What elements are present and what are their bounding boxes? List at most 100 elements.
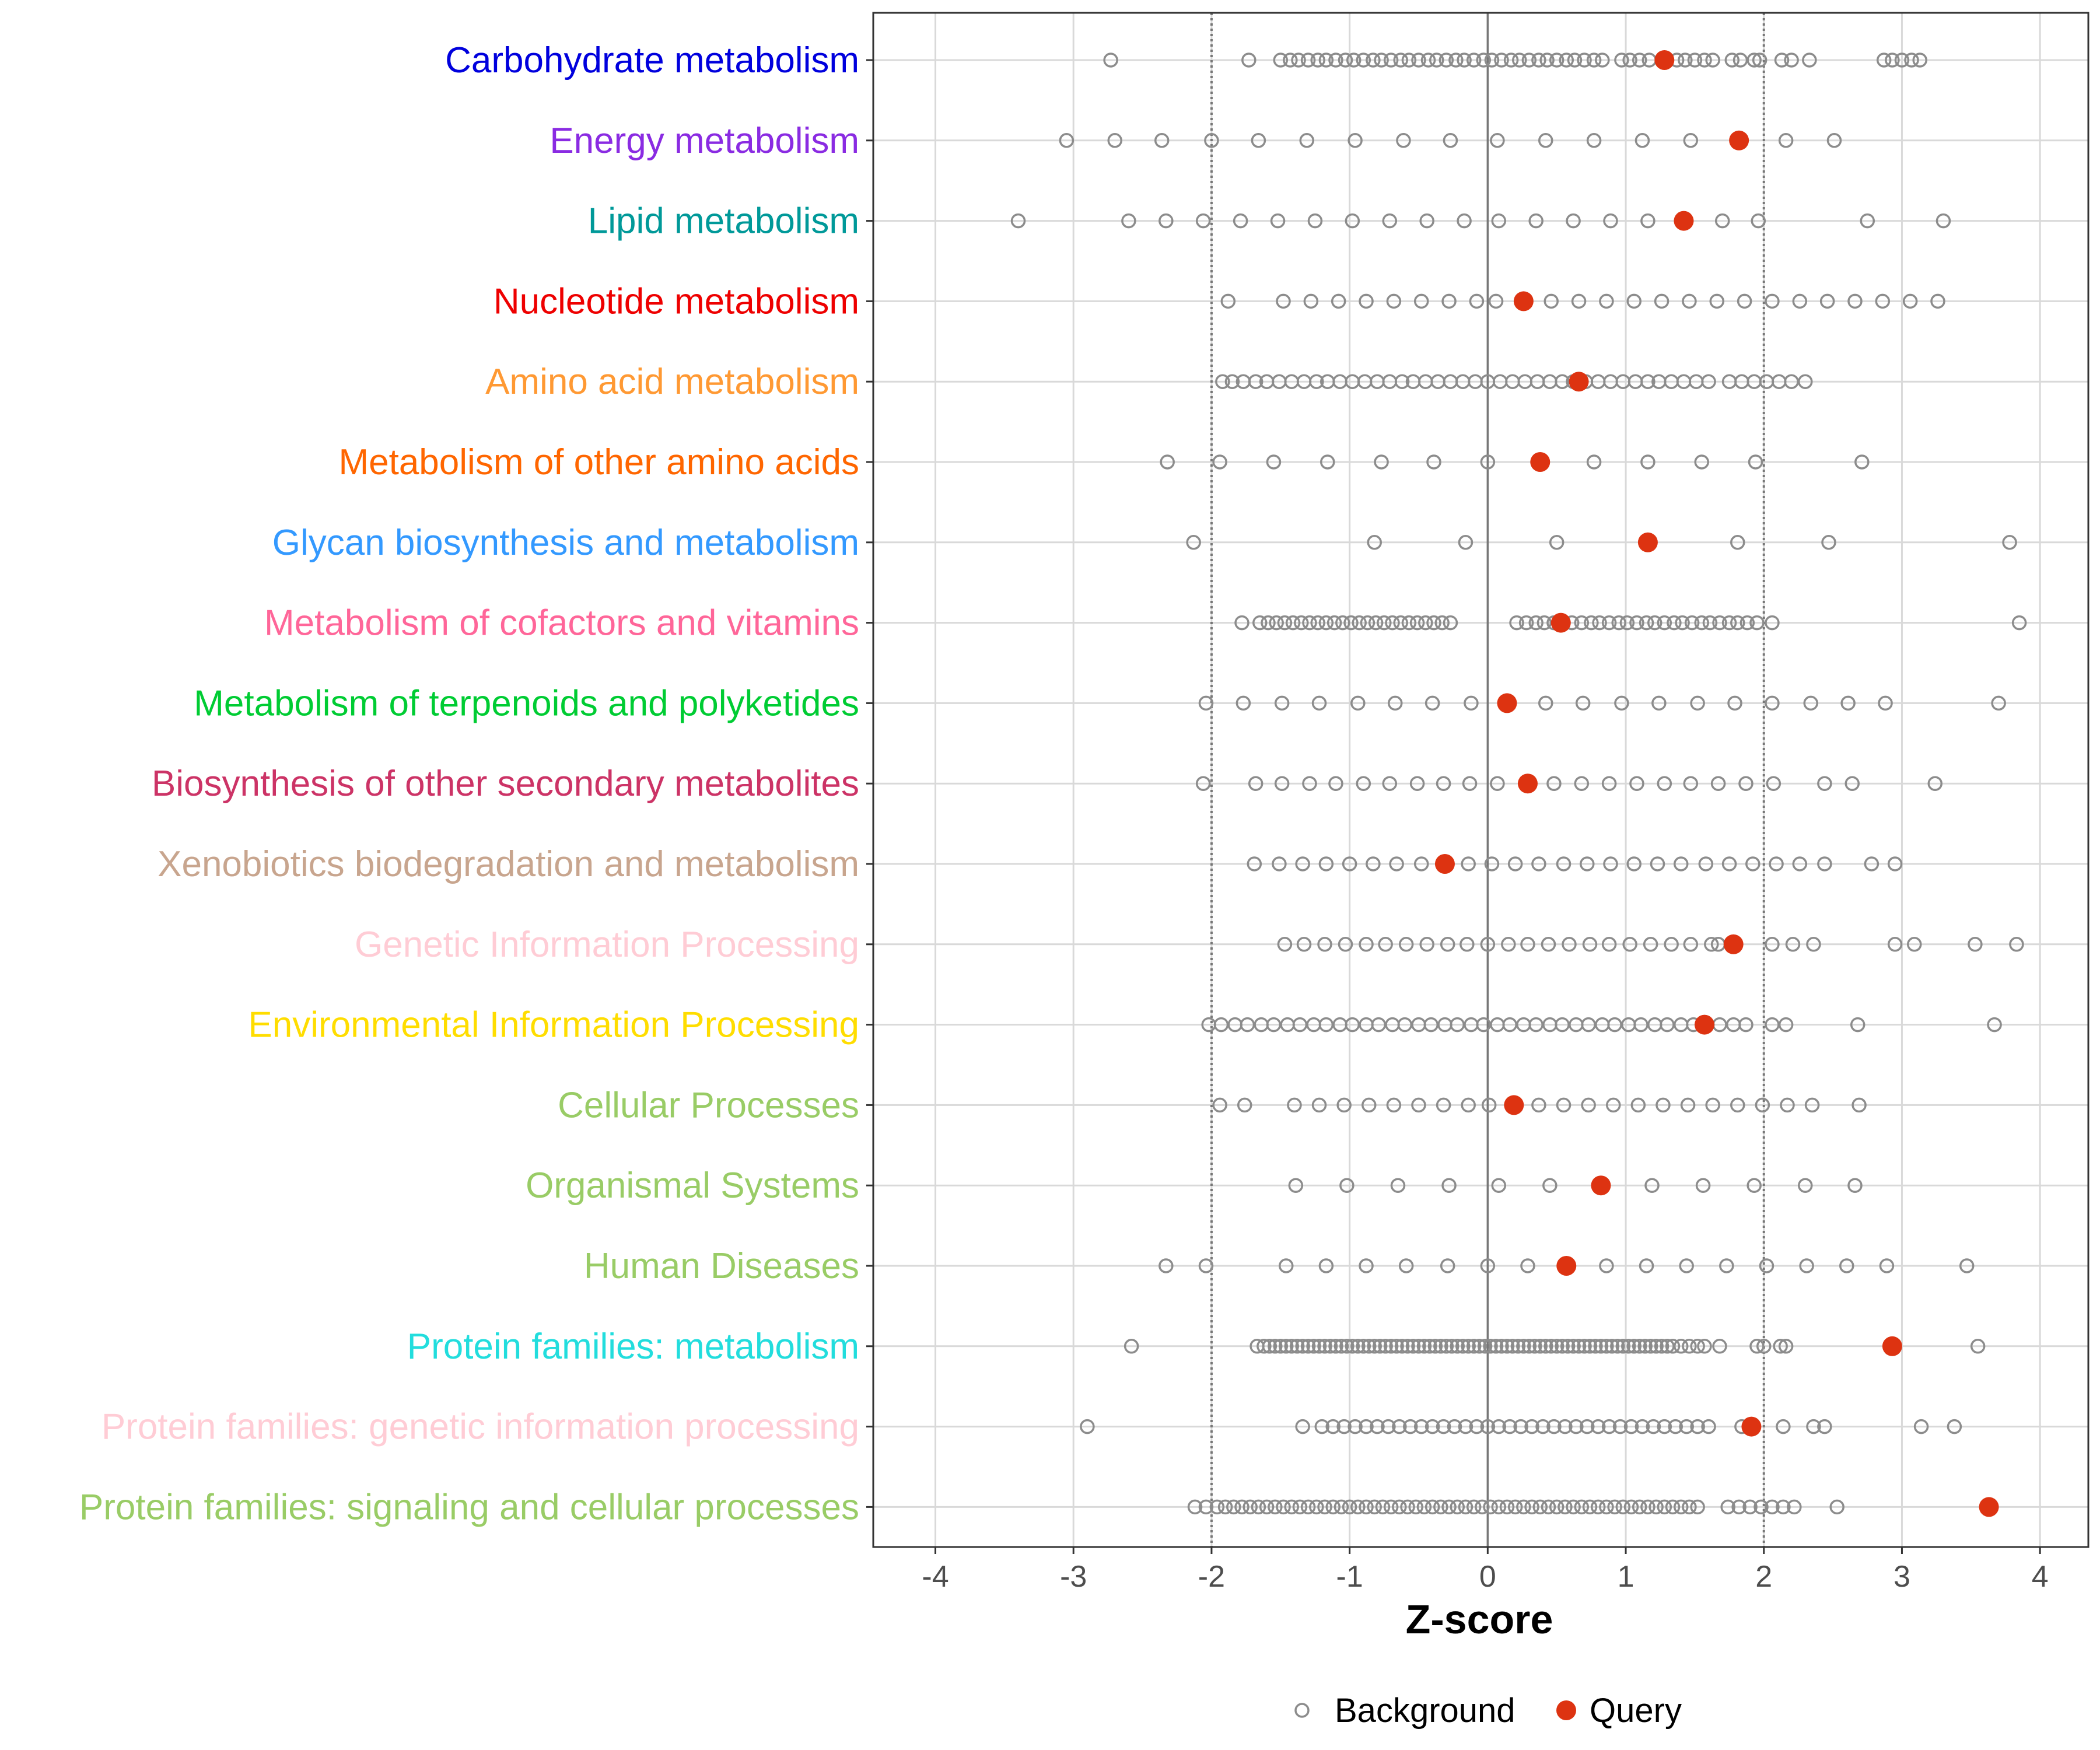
background-point xyxy=(1334,1339,1349,1354)
background-point xyxy=(1569,1419,1584,1434)
background-point xyxy=(1381,1419,1396,1434)
background-point xyxy=(1309,374,1324,389)
x-axis-title: Z-score xyxy=(1406,1597,1553,1642)
background-point xyxy=(1276,293,1291,309)
background-point xyxy=(1458,535,1474,550)
background-point xyxy=(1283,52,1298,68)
background-point xyxy=(1580,1419,1595,1434)
background-point xyxy=(1241,52,1256,68)
background-point xyxy=(1278,1258,1294,1273)
background-point xyxy=(1426,615,1441,631)
background-point xyxy=(1610,1339,1625,1354)
background-point xyxy=(1531,856,1546,872)
background-point xyxy=(1766,776,1782,791)
background-point xyxy=(1338,937,1353,952)
background-point xyxy=(1574,1499,1590,1515)
background-point xyxy=(1484,52,1500,68)
background-point xyxy=(1657,1499,1672,1515)
background-point xyxy=(1968,937,1983,952)
background-point xyxy=(1575,695,1591,711)
background-point xyxy=(1586,52,1602,68)
background-point xyxy=(1198,695,1214,711)
background-point xyxy=(1233,213,1248,229)
background-point xyxy=(1450,1499,1465,1515)
background-point xyxy=(2002,535,2017,550)
background-point xyxy=(1251,1499,1266,1515)
category-label: Cellular Processes xyxy=(558,1085,859,1125)
background-point xyxy=(1440,937,1455,952)
background-point xyxy=(1268,1499,1283,1515)
legend-query-label: Query xyxy=(1590,1692,1682,1730)
background-point xyxy=(1740,615,1755,631)
background-point xyxy=(1455,1339,1471,1354)
background-point xyxy=(1398,1258,1414,1273)
background-point xyxy=(1411,52,1426,68)
background-point xyxy=(1887,856,1903,872)
background-point xyxy=(1285,615,1301,631)
background-point xyxy=(1826,133,1842,148)
background-point xyxy=(1385,615,1400,631)
background-point xyxy=(1234,615,1250,631)
background-point xyxy=(1657,1419,1672,1434)
background-point xyxy=(1307,213,1323,229)
background-point xyxy=(1538,695,1553,711)
background-point xyxy=(1462,776,1478,791)
background-point xyxy=(1311,695,1327,711)
background-point xyxy=(1383,1339,1399,1354)
background-point xyxy=(1601,937,1617,952)
legend-background-label: Background xyxy=(1335,1692,1516,1730)
background-point xyxy=(1860,213,1875,229)
background-point xyxy=(1667,615,1682,631)
background-point xyxy=(1724,52,1740,68)
background-point xyxy=(1829,1499,1845,1515)
background-point xyxy=(1394,374,1410,389)
query-point xyxy=(1550,612,1571,633)
background-point xyxy=(1367,1499,1382,1515)
background-point xyxy=(1488,1339,1504,1354)
background-point xyxy=(1484,856,1500,872)
background-point xyxy=(1447,1419,1462,1434)
background-point xyxy=(1328,52,1343,68)
background-point xyxy=(1524,1419,1539,1434)
background-point xyxy=(1640,454,1656,470)
background-point xyxy=(1539,52,1555,68)
background-point xyxy=(1433,1499,1448,1515)
background-point xyxy=(1359,293,1374,309)
background-point xyxy=(1342,1499,1357,1515)
background-point xyxy=(1444,1339,1460,1354)
background-point xyxy=(1366,52,1381,68)
background-point xyxy=(1224,374,1240,389)
background-point xyxy=(1413,1419,1429,1434)
background-point xyxy=(1640,1499,1656,1515)
background-point xyxy=(1389,1339,1404,1354)
background-point xyxy=(1769,856,1784,872)
background-point xyxy=(1367,1339,1382,1354)
background-point xyxy=(1776,1419,1791,1434)
background-point xyxy=(1582,1499,1598,1515)
background-point xyxy=(1524,1499,1539,1515)
background-point xyxy=(1195,213,1211,229)
background-point xyxy=(1107,133,1122,148)
background-point xyxy=(1458,1419,1474,1434)
background-point xyxy=(1374,454,1389,470)
category-label: Environmental Information Processing xyxy=(248,1005,859,1045)
background-point xyxy=(1394,1339,1410,1354)
background-point xyxy=(1360,615,1376,631)
background-point xyxy=(1443,615,1458,631)
background-point xyxy=(1721,615,1737,631)
background-point xyxy=(1913,1419,1929,1434)
background-point xyxy=(1546,1419,1562,1434)
background-point xyxy=(1476,52,1491,68)
background-point xyxy=(1331,293,1346,309)
background-point xyxy=(1350,1339,1366,1354)
background-point xyxy=(1277,615,1293,631)
background-point xyxy=(1441,1499,1457,1515)
background-point xyxy=(1847,1178,1863,1193)
background-point xyxy=(1864,856,1880,872)
background-point xyxy=(1409,615,1425,631)
background-point xyxy=(1443,133,1458,148)
background-point xyxy=(1798,374,1813,389)
background-point xyxy=(1738,776,1754,791)
background-point xyxy=(1490,776,1505,791)
background-point xyxy=(1549,52,1564,68)
